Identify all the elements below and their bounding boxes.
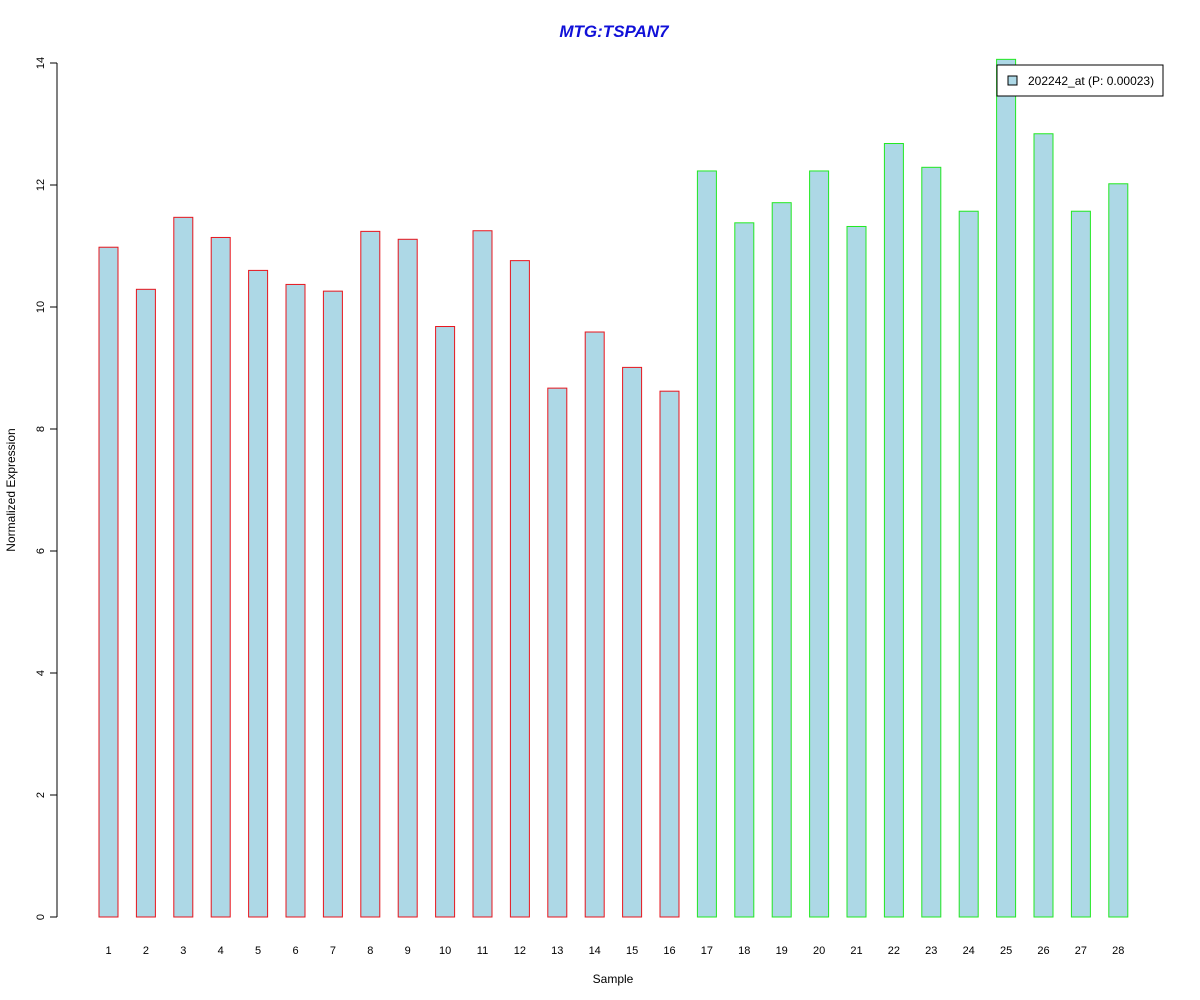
x-tick-label: 18 [738,945,750,957]
bar [210,236,231,918]
x-tick-label: 5 [255,945,261,957]
x-tick-label: 28 [1112,945,1124,957]
y-axis: 0 2 4 6 8 10 12 14 [35,57,58,920]
y-tick-label: 0 [35,914,47,920]
bar [547,387,568,918]
y-tick-label: 8 [35,426,47,432]
bar [435,326,456,918]
legend-box [996,64,1164,97]
bar [696,170,717,918]
x-tick-label: 27 [1075,945,1087,957]
x-tick-label: 23 [925,945,937,957]
bar [996,58,1017,918]
bar [622,366,643,918]
x-tick-label: 1 [105,945,111,957]
x-tick-label: 24 [963,945,975,957]
x-tick-label: 17 [701,945,713,957]
x-tick-label: 14 [589,945,601,957]
bar [734,222,755,918]
x-tick-labels: 1 2 3 4 5 6 7 8 9 10 11 12 13 14 15 16 17 18 19 20 21 22 23 24 2… [105,945,1124,957]
bar [921,166,942,918]
chart-title: MTG:TSPAN7 [559,22,670,41]
y-tick-label: 10 [35,301,47,313]
bar [98,246,119,918]
x-tick-label: 26 [1037,945,1049,957]
bar [1070,210,1091,918]
x-tick-label: 11 [477,945,488,957]
bars [98,58,1129,918]
bar [397,238,418,918]
x-tick-label: 10 [439,945,451,957]
y-tick-label: 4 [35,670,47,676]
bar [659,390,680,918]
bar [771,202,792,918]
bar [173,216,194,918]
x-tick-label: 4 [218,945,224,957]
x-tick-label: 16 [663,945,675,957]
bar [958,210,979,918]
x-tick-label: 12 [514,945,526,957]
x-tick-label: 22 [888,945,900,957]
y-tick-label: 2 [35,792,47,798]
y-tick-label: 6 [35,548,47,554]
x-tick-label: 20 [813,945,825,957]
x-tick-label: 3 [180,945,186,957]
bar [1108,183,1129,918]
x-tick-label: 13 [551,945,563,957]
x-tick-label: 21 [850,945,862,957]
bar [809,170,830,918]
bar [248,269,269,918]
x-tick-label: 7 [330,945,336,957]
x-tick-label: 2 [143,945,149,957]
y-axis-title: Normalized Expression [4,428,18,551]
bar [584,331,605,918]
x-tick-label: 9 [405,945,411,957]
bar [322,290,343,918]
bar [360,230,381,918]
x-tick-label: 8 [367,945,373,957]
x-tick-label: 6 [292,945,298,957]
legend: 202242_at (P: 0.00023) [996,64,1164,97]
bar [846,225,867,918]
bar [883,143,904,918]
bar [472,230,493,918]
x-tick-label: 19 [776,945,788,957]
bar [285,283,306,918]
bar [509,260,530,918]
x-tick-label: 25 [1000,945,1012,957]
y-tick-label: 14 [35,57,47,69]
x-tick-label: 15 [626,945,638,957]
bar [135,288,156,918]
bar [1033,133,1054,918]
y-tick-label: 12 [35,179,47,191]
legend-swatch [1007,75,1018,86]
x-axis-title: Sample [593,972,634,986]
legend-label: 202242_at (P: 0.00023) [1028,74,1154,88]
